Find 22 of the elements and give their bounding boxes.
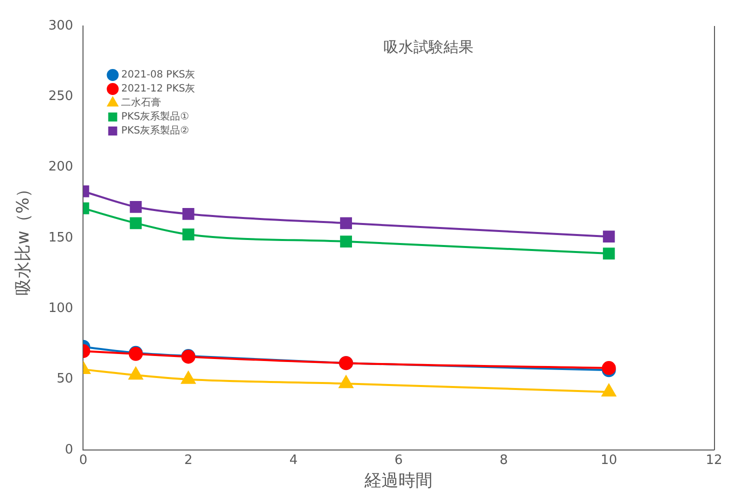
legend-label: 2021-08 PKS灰 — [121, 70, 196, 81]
y-tick-label: 250 — [48, 89, 74, 104]
x-tick-label: 4 — [289, 453, 298, 468]
y-axis-title: 吸水比w（%） — [14, 180, 34, 296]
y-tick-label: 300 — [48, 18, 74, 34]
text: 吸水試験結果 — [384, 38, 474, 56]
x-tick-label: 8 — [500, 453, 508, 468]
x-tick-label: 6 — [394, 453, 403, 468]
y-tick-label: 0 — [64, 442, 74, 458]
legend-label: 二水石膏 — [121, 96, 162, 109]
legend-label: 2021-12 PKS灰 — [121, 84, 196, 95]
legend-label: PKS灰系製品② — [121, 124, 190, 137]
legend-label: PKS灰系製品① — [121, 110, 190, 123]
x-tick-label: 10 — [600, 453, 618, 468]
x-tick-label: 2 — [184, 453, 192, 468]
y-tick-label: 200 — [48, 160, 74, 175]
x-tick-label: 12 — [706, 453, 722, 468]
x-tick-label: 0 — [79, 453, 88, 468]
y-tick-label: 50 — [56, 372, 74, 387]
y-tick-label: 100 — [48, 301, 74, 316]
x-axis-title: 経過時間 — [364, 471, 433, 492]
y-tick-label: 150 — [48, 230, 74, 246]
